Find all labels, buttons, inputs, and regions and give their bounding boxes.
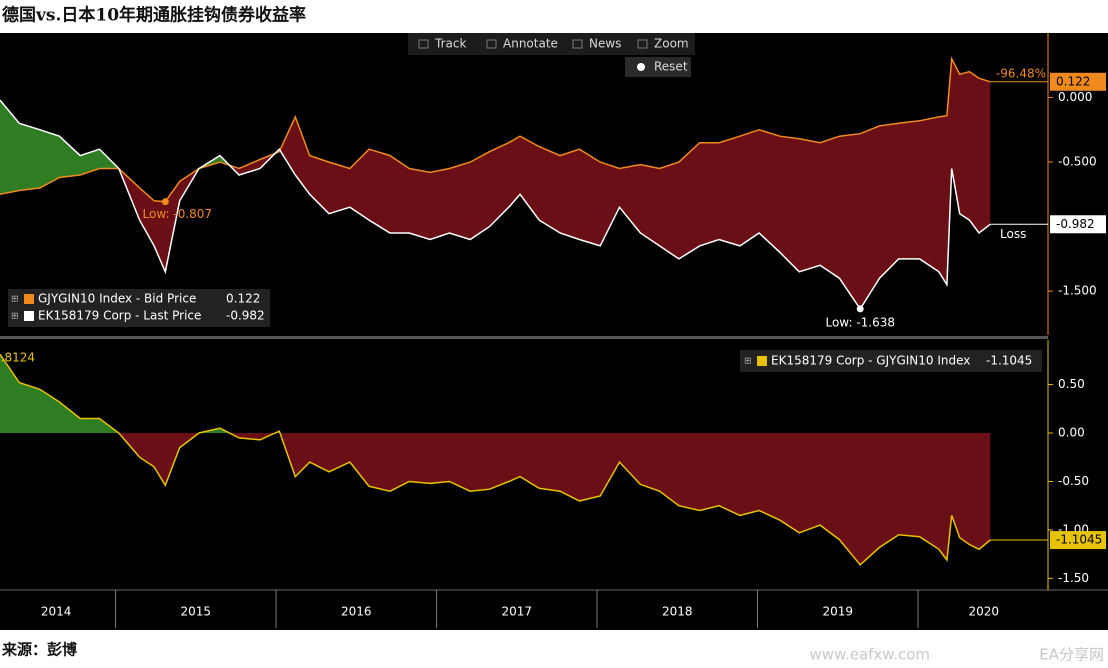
toolbar-icon	[486, 39, 497, 49]
y-tick-label: 0.000	[1058, 90, 1092, 104]
legend-bg	[8, 289, 270, 327]
source: 来源：彭博	[1, 641, 77, 659]
last-value-box	[1050, 531, 1106, 550]
annotation: Low: -0.807	[143, 207, 213, 221]
legend-expander: ⊞	[11, 312, 19, 322]
y-tick-label: 0.50	[1058, 377, 1085, 391]
y-tick-label: -0.50	[1058, 474, 1089, 488]
legend-swatch	[24, 311, 34, 321]
x-tick-label: 2019	[822, 605, 853, 619]
legend-name: EK158179 Corp - Last Price	[38, 309, 201, 323]
last-value-box	[1050, 215, 1106, 234]
toolbar-label: Reset	[654, 60, 688, 74]
title: 德国vs.日本10年期通胀挂钩债券收益率	[2, 5, 306, 26]
toolbar-button[interactable]: Zoom	[637, 37, 689, 51]
toolbar-button[interactable]: Annotate	[486, 37, 558, 51]
toolbar-bg	[408, 33, 695, 55]
x-tick-label: 2018	[662, 605, 693, 619]
legend-expander: ⊞	[11, 295, 19, 305]
annotation: Low: -1.638	[825, 315, 895, 329]
legend-name: GJYGIN10 Index - Bid Price	[38, 292, 196, 306]
panel: 0.000 -0.500 -1.500 0.122 -0.982 ⊞ GJYGIN10 In…	[0, 33, 1106, 335]
x-tick-label: 2014	[41, 605, 72, 619]
last-value-box	[1050, 72, 1106, 91]
reset-icon	[637, 63, 645, 71]
legend-swatch	[757, 356, 767, 366]
start-value-label: 0.8124	[0, 351, 35, 365]
toolbar-icon	[637, 39, 648, 49]
low-marker	[856, 305, 864, 313]
series-line	[0, 353, 991, 566]
legend-name: EK158179 Corp - GJYGIN10 Index	[771, 354, 970, 368]
x-tick-label: 2017	[502, 605, 533, 619]
annotation: -96.48%	[996, 66, 1046, 80]
legend-bg	[740, 350, 1042, 372]
legend-value: 0.122	[226, 292, 260, 306]
annotation: Loss	[1000, 227, 1026, 241]
watermark-url: www.eafxw.com	[810, 646, 930, 664]
last-value-label: 0.122	[1056, 74, 1090, 88]
x-tick-label: 2016	[341, 605, 372, 619]
toolbar-icon	[418, 39, 429, 49]
low-marker	[161, 198, 169, 206]
toolbar-button[interactable]: Track	[418, 37, 466, 51]
y-tick-label: 0.00	[1058, 426, 1085, 440]
legend-expander: ⊞	[744, 357, 752, 367]
legend-value: -0.982	[226, 309, 265, 323]
toolbar-button[interactable]: News	[572, 37, 621, 51]
toolbar-label: Track	[434, 37, 466, 51]
series-line	[0, 99, 991, 311]
toolbar-icon	[572, 39, 583, 49]
toolbar-label: Annotate	[503, 37, 558, 51]
y-tick-label: -1.50	[1058, 571, 1089, 585]
toolbar-label: Zoom	[654, 37, 689, 51]
last-value-label: -1.1045	[1056, 533, 1102, 547]
panel: 0.500.00-0.50-1.00-1.50-1.1045⊞ EK158179 …	[0, 340, 1106, 628]
reset-bg	[625, 57, 691, 77]
fill-below	[0, 58, 991, 309]
legend-swatch	[24, 294, 34, 304]
reset-button[interactable]: Reset	[625, 57, 691, 77]
x-tick-label: 2020	[969, 605, 1000, 619]
area-below	[0, 433, 991, 565]
last-value-label: -0.982	[1056, 217, 1095, 231]
y-tick-label: -0.500	[1058, 155, 1097, 169]
y-tick-label: -1.500	[1058, 284, 1097, 298]
x-tick-label: 2015	[181, 605, 212, 619]
series-line	[0, 56, 991, 203]
legend-value: -1.1045	[986, 354, 1032, 368]
watermark-brand: EA分享网	[1039, 646, 1104, 664]
toolbar-label: News	[589, 37, 621, 51]
toolbar: Track Annotate News Zoom Reset	[408, 33, 695, 77]
